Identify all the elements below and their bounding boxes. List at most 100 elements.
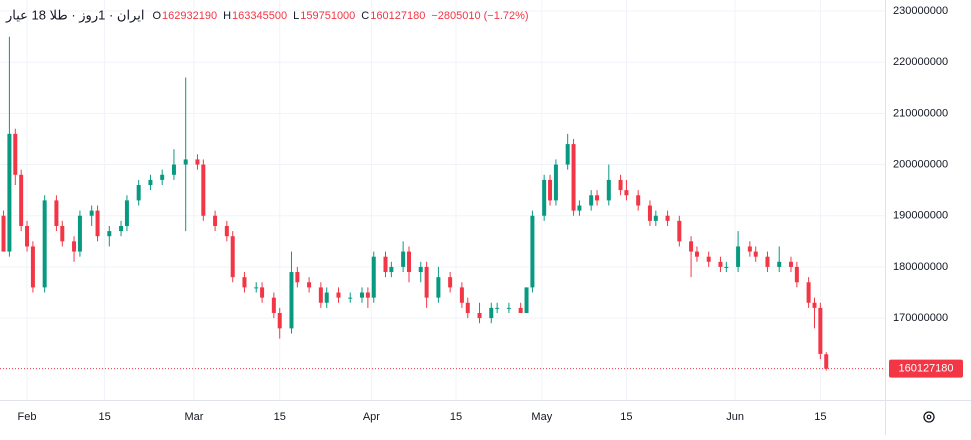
candle-body xyxy=(553,164,558,201)
y-tick-label: 210000000 xyxy=(893,107,948,119)
candle-body xyxy=(806,282,811,303)
candle-body xyxy=(824,354,829,369)
candle-body xyxy=(336,292,341,298)
candle-body xyxy=(618,179,623,191)
candle-body xyxy=(271,297,276,313)
candle-body xyxy=(136,185,141,201)
candle-body xyxy=(636,195,641,206)
candle-body xyxy=(260,287,265,298)
candle-body xyxy=(524,287,529,313)
candle-body xyxy=(224,225,229,237)
y-tick-label: 170000000 xyxy=(893,312,948,324)
candle-body xyxy=(788,261,793,267)
y-tick-label: 190000000 xyxy=(893,210,948,222)
candle-body xyxy=(383,256,388,273)
candle-body xyxy=(160,174,165,180)
candle-body xyxy=(718,261,723,267)
candle-body xyxy=(324,292,329,303)
ohlc-value: 160127180 xyxy=(370,10,425,22)
chart-title: ایران · 1روز · طلا 18 عیار xyxy=(5,7,144,23)
x-tick-label: Apr xyxy=(363,411,380,423)
candle-body xyxy=(124,200,129,226)
candle-body xyxy=(30,246,35,288)
candle-body xyxy=(565,144,570,165)
candle-body xyxy=(812,302,817,308)
candle-body xyxy=(495,307,500,309)
settings-button[interactable] xyxy=(923,411,935,423)
candle-body xyxy=(489,307,494,319)
candle-body xyxy=(54,200,59,226)
candle-body xyxy=(689,241,694,252)
candle-body xyxy=(736,246,741,267)
y-tick-label: 180000000 xyxy=(893,261,948,273)
candle-body xyxy=(359,292,364,298)
candle-body xyxy=(506,307,511,309)
last-price-label: 160127180 xyxy=(898,363,953,375)
candle-body xyxy=(60,225,65,242)
ohlc-value: 163345500 xyxy=(232,10,287,22)
candle-body xyxy=(706,256,711,262)
ohlc-label: O xyxy=(152,10,161,22)
candle-body xyxy=(95,210,100,237)
candle-body xyxy=(418,266,423,273)
ohlc-label: L xyxy=(293,10,299,22)
candle-body xyxy=(424,266,429,298)
gear-icon[interactable] xyxy=(923,411,935,423)
candle-body xyxy=(7,133,12,252)
candle-body xyxy=(89,210,94,216)
candle-body xyxy=(13,133,18,175)
y-tick-label: 200000000 xyxy=(893,158,948,170)
candle-body xyxy=(42,200,47,288)
candle-body xyxy=(548,179,553,201)
x-tick-label: 15 xyxy=(620,411,632,423)
y-tick-label: 220000000 xyxy=(893,56,948,68)
candle-body xyxy=(777,261,782,267)
change-value: −2805010 (−1.72%) xyxy=(431,10,528,22)
candle-body xyxy=(171,164,176,175)
grid xyxy=(0,0,885,400)
x-tick-label: 15 xyxy=(98,411,110,423)
candle-body xyxy=(148,179,153,186)
candle-body xyxy=(477,312,482,319)
x-tick-label: 15 xyxy=(814,411,826,423)
candle-body xyxy=(25,225,30,247)
candle-body xyxy=(753,251,758,257)
candle-body xyxy=(459,287,464,303)
last-price-tag xyxy=(889,359,963,378)
candle-body xyxy=(201,164,206,216)
candles xyxy=(1,36,829,371)
candle-body xyxy=(254,287,259,289)
x-tick-label: Feb xyxy=(18,411,37,423)
candle-body xyxy=(436,277,441,298)
candle-body xyxy=(1,215,6,252)
candle-body xyxy=(195,159,200,165)
candle-body xyxy=(818,307,823,354)
ohlc-value: 159751000 xyxy=(300,10,355,22)
candle-body xyxy=(389,266,394,273)
candle-body xyxy=(542,179,547,216)
candle-body xyxy=(448,277,453,288)
x-tick-label: May xyxy=(531,411,552,423)
x-tick-label: 15 xyxy=(274,411,286,423)
candle-body xyxy=(794,266,799,283)
candle-body xyxy=(213,215,218,226)
candle-body xyxy=(624,190,629,196)
candle-body xyxy=(348,297,353,299)
candle-body xyxy=(77,215,82,252)
candle-body xyxy=(19,174,24,226)
candle-body xyxy=(577,205,582,211)
candle-body xyxy=(407,251,412,273)
gear-icon-center[interactable] xyxy=(926,414,932,420)
candle-body xyxy=(401,251,406,267)
x-tick-label: Jun xyxy=(726,411,744,423)
candle-body xyxy=(653,215,658,221)
candle-body xyxy=(183,159,188,165)
candle-body xyxy=(589,195,594,206)
axes: 170000000 180000000 190000000 200000000 2100… xyxy=(0,5,963,423)
ohlc-label: H xyxy=(223,10,231,22)
candle-body xyxy=(119,225,124,232)
candle-body xyxy=(530,215,535,288)
candle-body xyxy=(765,256,770,267)
